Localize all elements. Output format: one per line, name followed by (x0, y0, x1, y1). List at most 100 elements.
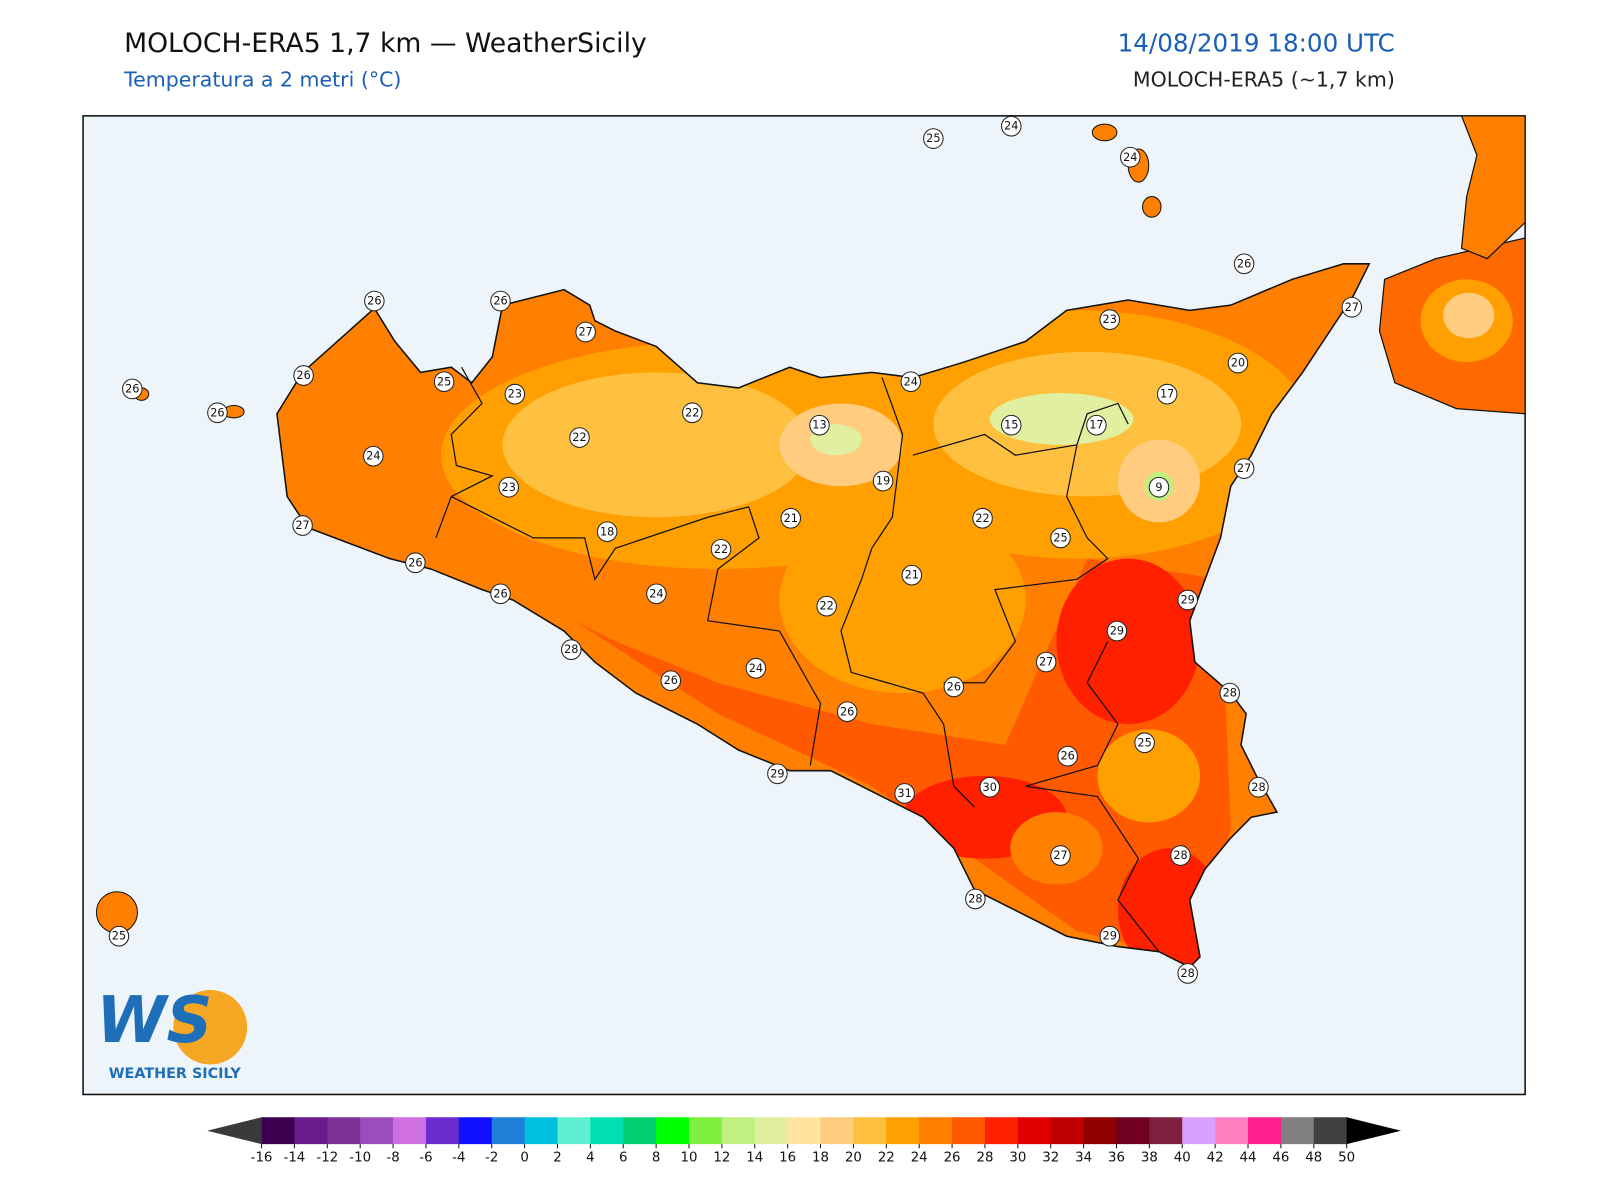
station-marker (979, 776, 1000, 798)
colorbar-tick-label: 26 (944, 1151, 961, 1166)
colorbar-tick-label: 24 (911, 1151, 928, 1166)
colorbar-tick-label: 38 (1141, 1151, 1158, 1166)
station-marker (1170, 845, 1191, 866)
station-value: 18 (600, 524, 614, 538)
station-marker (561, 639, 582, 660)
colorbar-segment (1280, 1117, 1315, 1145)
colorbar-segment (1116, 1117, 1150, 1145)
station-value: 29 (770, 766, 784, 780)
station-value: 29 (1110, 624, 1124, 638)
station-marker (901, 564, 923, 586)
station-value: 26 (493, 294, 507, 308)
colorbar-tick-label: 6 (619, 1151, 627, 1166)
station-value: 30 (983, 780, 997, 794)
colorbar-segment (1313, 1117, 1348, 1145)
station-marker (646, 583, 667, 605)
calabria-zone (1443, 292, 1495, 339)
colorbar-tick-label: -2 (485, 1151, 498, 1166)
temp-zone (779, 506, 1026, 694)
station-value: 27 (295, 518, 309, 532)
station-marker (1050, 845, 1071, 866)
colorbar-tick-label: -6 (419, 1151, 432, 1166)
station-value: 25 (112, 929, 126, 943)
station-marker (1156, 383, 1178, 405)
colorbar-segment (787, 1117, 822, 1145)
station-marker (1001, 115, 1022, 137)
subtitle: Temperatura a 2 metri (°C) (123, 68, 401, 92)
station-value: 26 (1237, 256, 1251, 270)
station-value: 26 (1061, 749, 1075, 763)
station-value: 25 (926, 131, 940, 145)
station-value: 29 (1103, 929, 1117, 943)
station-value: 24 (904, 374, 918, 388)
colorbar-under (207, 1117, 262, 1145)
station-value: 28 (564, 642, 578, 656)
station-value: 28 (1173, 848, 1187, 862)
colorbar-tick-label: 10 (681, 1151, 698, 1166)
station-value: 21 (905, 568, 919, 582)
station-marker (900, 371, 922, 393)
colorbar-segment (327, 1117, 361, 1145)
colorbar-segment (360, 1117, 394, 1145)
station-value: 17 (1089, 418, 1103, 432)
colorbar-segment (623, 1117, 657, 1145)
colorbar-over (1346, 1117, 1402, 1145)
station-value: 24 (649, 586, 663, 600)
station-marker (1099, 309, 1120, 331)
colorbar-tick-label: 28 (976, 1151, 993, 1166)
colorbar-tick-label: 36 (1108, 1151, 1125, 1166)
stations: 25 24 24 26 27 26 26 27 26 25 23 26 26 22 24 23 20 17 13 15… (108, 115, 1363, 984)
coastline (276, 263, 1371, 969)
colorbar-segment (886, 1117, 920, 1145)
station-marker (1177, 589, 1198, 611)
colorbar-segment (1050, 1117, 1085, 1145)
colorbar-segment (754, 1117, 789, 1145)
station-value: 24 (366, 449, 380, 463)
station-marker (122, 378, 143, 400)
station-value: 28 (968, 891, 982, 905)
station-value: 22 (714, 542, 728, 556)
station-value: 26 (125, 381, 139, 395)
colorbar-tick-label: 4 (586, 1151, 594, 1166)
colorbar-tick-label: 42 (1207, 1151, 1224, 1166)
colorbar-segment (294, 1117, 328, 1145)
station-marker (575, 321, 596, 343)
station-value: 13 (812, 418, 826, 432)
station-marker (1050, 527, 1071, 549)
station-value: 23 (508, 387, 522, 401)
station-value: 23 (502, 480, 516, 494)
station-value: 26 (210, 405, 224, 419)
station-marker (1219, 682, 1240, 704)
station-value: 26 (367, 294, 381, 308)
colorbar-tick-label: -16 (251, 1151, 273, 1166)
border (840, 377, 975, 808)
station-value: 25 (437, 374, 451, 388)
island (1142, 196, 1162, 218)
colorbar-segment (393, 1117, 427, 1145)
station-value: 20 (1231, 356, 1245, 370)
colorbar-segment (1182, 1117, 1216, 1145)
station-value: 22 (819, 599, 833, 613)
colorbar-tick-label: -4 (452, 1151, 465, 1166)
colorbar-tick-label: 32 (1042, 1151, 1059, 1166)
station-marker (745, 657, 767, 679)
temp-zone (1097, 729, 1200, 823)
station-value: 26 (947, 679, 961, 693)
datetime: 14/08/2019 18:00 UTC (1118, 28, 1395, 57)
title: MOLOCH-ERA5 1,7 km — WeatherSicily (124, 28, 647, 59)
logo-name: WEATHER SICILY (109, 1066, 242, 1082)
border (1025, 641, 1160, 953)
colorbar-segment (1248, 1117, 1282, 1145)
station-value: 19 (876, 474, 890, 488)
station-marker (1177, 963, 1198, 984)
colorbar-tick-label: 48 (1305, 1151, 1322, 1166)
station-marker (569, 427, 590, 448)
colorbar-tick-label: -12 (316, 1151, 338, 1166)
station-value: 31 (897, 786, 911, 800)
colorbar-segment (984, 1117, 1019, 1145)
model: MOLOCH-ERA5 (~1,7 km) (1133, 68, 1395, 92)
station-value: 27 (1345, 300, 1359, 314)
colorbar-segment (458, 1117, 493, 1145)
station-marker (710, 538, 732, 560)
